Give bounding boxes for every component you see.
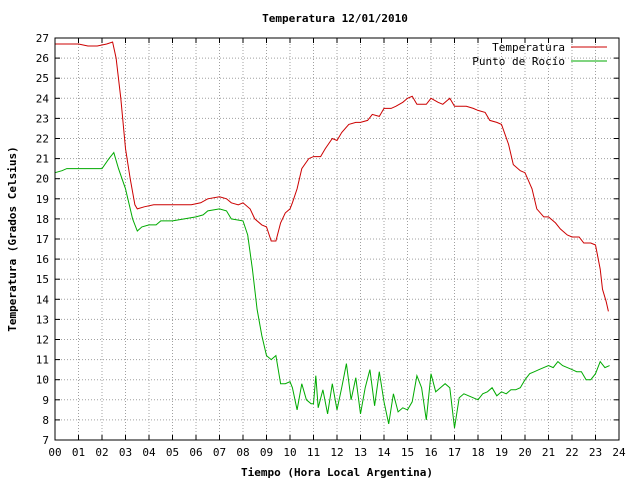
y-tick-label: 16 [36,253,49,266]
x-tick-label: 20 [518,446,531,459]
y-tick-label: 21 [36,153,49,166]
x-tick-label: 15 [401,446,414,459]
y-tick-label: 25 [36,72,49,85]
x-tick-label: 04 [142,446,156,459]
x-axis-label: Tiempo (Hora Local Argentina) [241,466,433,479]
y-axis-ticks: 7 8 9 10 11 12 13 14 15 16 17 18 19 20 21 22 23 24 25 26 27 [36,32,619,447]
x-tick-label: 24 [612,446,626,459]
x-tick-label: 14 [377,446,391,459]
y-tick-label: 9 [42,394,49,407]
legend-label: Punto de Rocío [472,55,565,68]
y-tick-label: 12 [36,334,49,347]
y-tick-label: 13 [36,313,49,326]
x-tick-label: 08 [236,446,249,459]
y-tick-label: 10 [36,374,49,387]
y-tick-label: 23 [36,112,49,125]
chart-title: Temperatura 12/01/2010 [262,12,408,25]
x-tick-label: 17 [448,446,461,459]
x-tick-label: 18 [471,446,484,459]
y-tick-label: 18 [36,213,49,226]
series-line-temperatura [55,41,609,312]
y-tick-label: 24 [36,92,50,105]
x-tick-label: 10 [283,446,296,459]
y-tick-label: 19 [36,193,49,206]
y-tick-label: 22 [36,133,49,146]
x-tick-label: 16 [424,446,437,459]
y-tick-label: 15 [36,273,49,286]
x-axis-ticks: 00 01 02 03 04 05 06 07 08 09 10 11 12 13 14 15 16 17 18 19… [48,38,626,459]
x-tick-label: 09 [260,446,273,459]
plot-series [54,41,610,428]
y-tick-label: 17 [36,233,49,246]
y-tick-label: 11 [36,354,49,367]
x-tick-label: 06 [189,446,202,459]
x-tick-label: 13 [354,446,367,459]
x-tick-label: 11 [307,446,320,459]
y-tick-label: 20 [36,173,49,186]
x-tick-label: 12 [330,446,343,459]
legend-label: Temperatura [492,41,565,54]
y-tick-label: 26 [36,52,49,65]
x-tick-label: 01 [72,446,85,459]
x-tick-label: 05 [166,446,179,459]
x-tick-label: 23 [589,446,602,459]
x-tick-label: 07 [213,446,226,459]
y-tick-label: 14 [36,293,50,306]
y-tick-label: 7 [42,434,49,447]
x-tick-label: 21 [542,446,555,459]
x-tick-label: 19 [495,446,508,459]
x-tick-label: 00 [48,446,61,459]
series-line-punto-de-rocio [54,151,610,428]
x-tick-label: 03 [119,446,132,459]
y-tick-label: 8 [42,414,49,427]
y-tick-label: 27 [36,32,49,45]
grid [55,38,619,440]
y-axis-label: Temperatura (Grados Celsius) [6,146,19,331]
x-tick-label: 02 [95,446,108,459]
x-tick-label: 22 [565,446,578,459]
